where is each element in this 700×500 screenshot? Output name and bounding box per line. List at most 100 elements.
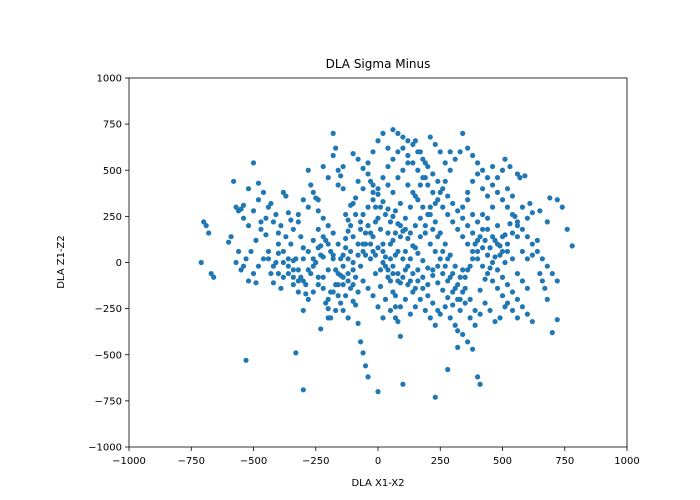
scatter-point: [442, 160, 448, 166]
scatter-point: [425, 282, 431, 288]
scatter-point: [492, 318, 498, 325]
scatter-point: [494, 267, 501, 273]
y-tick-label: −750: [95, 396, 122, 407]
scatter-point: [514, 171, 521, 177]
scatter-point: [323, 237, 329, 243]
scatter-point: [417, 234, 423, 240]
scatter-point: [539, 256, 545, 262]
scatter-point: [390, 156, 396, 162]
scatter-point: [395, 130, 401, 136]
scatter-point: [253, 237, 259, 243]
x-axis: −1000 −750 −500 −250 0 250 500 750 1000: [112, 447, 640, 467]
scatter-point: [509, 193, 516, 199]
scatter-point: [280, 189, 286, 195]
scatter-point: [460, 234, 466, 240]
scatter-point: [298, 234, 304, 240]
scatter-point: [253, 280, 259, 286]
scatter-point: [489, 204, 496, 210]
scatter-point: [460, 267, 466, 273]
scatter-point: [395, 248, 401, 255]
scatter-point: [547, 195, 553, 201]
scatter-point: [392, 315, 399, 321]
scatter-point: [400, 134, 406, 140]
scatter-point: [330, 152, 336, 159]
scatter-point: [250, 270, 257, 277]
scatter-point: [420, 285, 426, 291]
x-tick-label: −500: [240, 456, 267, 467]
scatter-point: [412, 304, 418, 310]
scatter-point: [330, 252, 336, 258]
scatter-point: [285, 263, 291, 269]
scatter-point: [285, 210, 291, 216]
scatter-point: [343, 245, 349, 251]
scatter-point: [385, 182, 391, 188]
scatter-point: [479, 186, 486, 192]
scatter-point: [288, 241, 294, 247]
scatter-point: [285, 270, 291, 277]
scatter-point: [370, 197, 376, 203]
scatter-point: [285, 256, 291, 262]
scatter-point: [360, 165, 366, 171]
scatter-point: [387, 278, 394, 284]
scatter-point: [340, 282, 346, 288]
scatter-point: [300, 278, 306, 284]
scatter-point: [410, 160, 416, 166]
scatter-point: [377, 226, 384, 232]
scatter-point: [400, 256, 406, 262]
scatter-point: [452, 156, 458, 162]
scatter-point: [432, 248, 438, 255]
y-tick-label: −500: [95, 350, 122, 361]
scatter-point: [402, 215, 408, 221]
scatter-point: [422, 223, 428, 229]
scatter-point: [435, 280, 441, 286]
scatter-point: [290, 226, 296, 232]
scatter-point: [375, 245, 381, 251]
scatter-point: [338, 256, 344, 262]
scatter-point: [440, 287, 446, 293]
scatter-point: [350, 151, 356, 157]
scatter-point: [310, 263, 316, 269]
scatter-point: [437, 311, 443, 317]
scatter-point: [422, 307, 428, 314]
scatter-point: [440, 186, 446, 192]
scatter-point: [280, 248, 286, 255]
scatter-point: [392, 230, 399, 236]
scatter-point: [432, 394, 438, 400]
scatter-point: [432, 322, 438, 328]
scatter-point: [330, 289, 336, 295]
scatter-point: [420, 258, 426, 264]
scatter-point: [245, 186, 252, 192]
scatter-point: [482, 237, 488, 243]
scatter-point: [315, 245, 321, 251]
scatter-point: [554, 317, 560, 323]
scatter-point: [514, 270, 521, 277]
scatter-point: [407, 230, 413, 236]
scatter-point: [514, 296, 521, 302]
scatter-point: [492, 237, 498, 243]
scatter-point: [544, 296, 550, 302]
scatter-point: [310, 237, 316, 243]
scatter-point: [475, 160, 481, 166]
scatter-point: [365, 374, 371, 380]
scatter-point: [504, 241, 511, 247]
scatter-point: [484, 175, 491, 181]
scatter-point: [437, 189, 443, 195]
scatter-point: [255, 180, 262, 186]
scatter-point: [450, 219, 456, 225]
scatter-point: [420, 175, 426, 181]
scatter-point: [350, 267, 356, 273]
scatter-point: [230, 178, 237, 184]
scatter-point: [303, 282, 309, 288]
scatter-point: [432, 219, 438, 225]
scatter-point: [445, 193, 451, 199]
scatter-point: [340, 186, 346, 192]
scatter-point: [235, 248, 242, 255]
scatter-point: [343, 293, 349, 299]
scatter-point: [415, 167, 421, 173]
scatter-point: [430, 300, 436, 306]
scatter-point: [524, 285, 531, 291]
scatter-point: [475, 374, 481, 380]
scatter-point: [437, 230, 443, 236]
scatter-point: [425, 265, 431, 271]
scatter-point: [390, 263, 396, 269]
